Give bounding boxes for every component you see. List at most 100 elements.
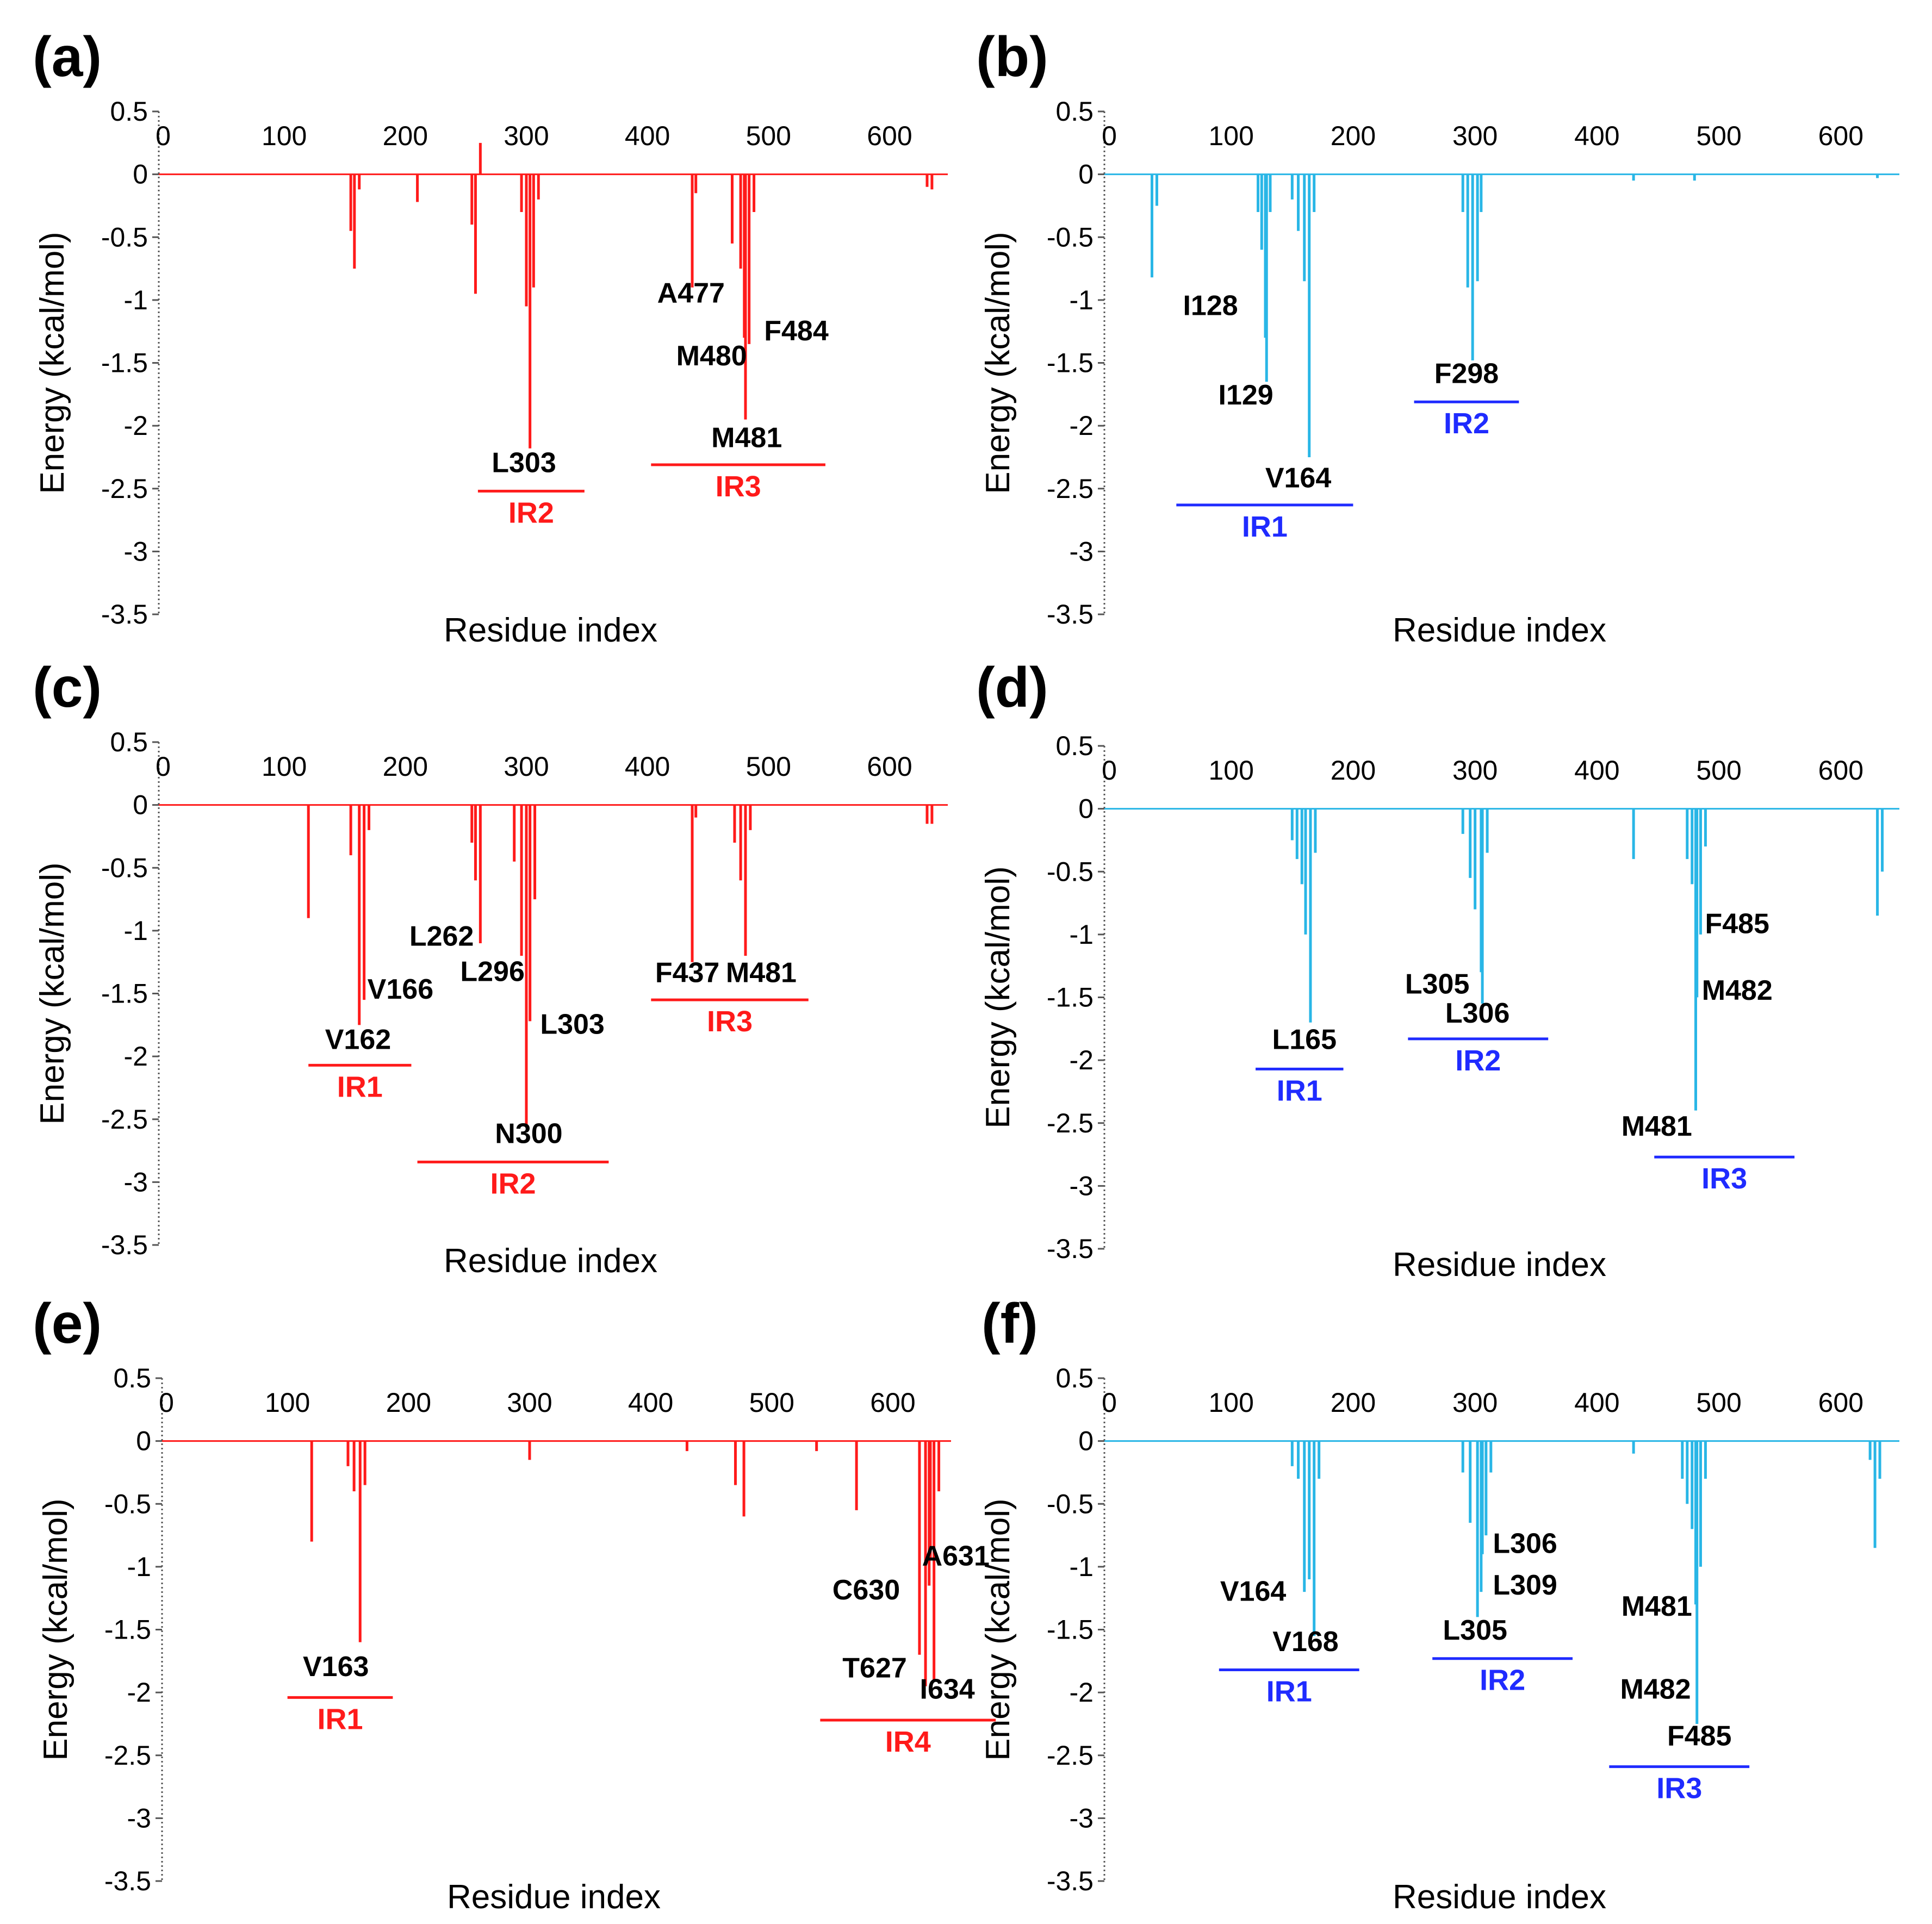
y-tick-label: 0 [1078, 1426, 1094, 1456]
y-tick-label: -1.5 [101, 348, 148, 378]
region-label: IR1 [317, 1703, 363, 1735]
y-tick-label: -3 [124, 536, 148, 566]
y-tick-label: -3.5 [104, 1866, 151, 1896]
x-tick-label: 500 [1696, 121, 1741, 151]
x-tick-label: 600 [1818, 755, 1863, 786]
residue-label: I129 [1219, 379, 1273, 411]
y-tick-label: -1 [1070, 1552, 1094, 1582]
x-tick-label: 600 [1818, 1387, 1863, 1418]
x-tick-label: 500 [749, 1387, 794, 1418]
region-label: IR1 [337, 1070, 383, 1103]
y-tick-label: 0.5 [1055, 731, 1094, 761]
residue-label: A477 [657, 278, 725, 309]
y-tick-label: -2 [124, 1041, 148, 1072]
panel-label: (e) [33, 1292, 102, 1355]
residue-label: A631 [922, 1541, 990, 1572]
x-axis-title: Residue index [444, 1242, 657, 1280]
chart-panel-3: (c) 0.5 0 -0.5 -1 -1.5 -2 -2.5 -3 -3.5 0 100 200 300 4… [33, 656, 948, 1280]
y-tick-label: -3 [1070, 1170, 1094, 1201]
x-tick-label: 200 [1331, 121, 1376, 151]
y-tick-label: -1 [1070, 919, 1094, 950]
y-tick-label: -2.5 [1047, 474, 1094, 504]
y-tick-label: -1 [124, 916, 148, 946]
x-tick-label: 300 [1452, 121, 1498, 151]
x-tick-label: 400 [625, 751, 670, 782]
x-tick-label: 200 [386, 1387, 431, 1418]
panel-label: (c) [33, 656, 102, 719]
y-tick-label: -2 [127, 1677, 151, 1708]
chart-panel-4: (d)0.5 0 -0.5 -1 -1.5 -2 -2.5 -3 -3.5 0 100 200 300 4… [976, 656, 1899, 1284]
x-tick-label: 600 [1818, 121, 1863, 151]
x-tick-label: 500 [1696, 1387, 1741, 1418]
y-tick-label: 0 [1078, 794, 1094, 824]
y-tick-label: 0.5 [1055, 96, 1094, 127]
x-tick-label: 100 [265, 1387, 310, 1418]
y-tick-label: -1.5 [104, 1615, 151, 1645]
y-tick-label: -3.5 [101, 599, 148, 630]
y-tick-label: -0.5 [101, 222, 148, 252]
residue-label: F298 [1434, 358, 1499, 390]
panel-label: (f) [981, 1292, 1038, 1355]
x-tick-label: 300 [507, 1387, 552, 1418]
region-label: IR3 [1656, 1772, 1702, 1805]
residue-label: L165 [1272, 1024, 1337, 1055]
y-tick-label: 0.5 [110, 96, 148, 127]
region-label: IR2 [1455, 1044, 1501, 1077]
y-tick-label: -2 [124, 410, 148, 441]
residue-label: F485 [1667, 1720, 1732, 1752]
residue-label: L303 [540, 1009, 605, 1041]
panel-label: (a) [33, 26, 102, 89]
y-tick-label: -2.5 [101, 474, 148, 504]
x-axis-title: Residue index [1393, 612, 1606, 649]
residue-label: V164 [1220, 1576, 1287, 1607]
x-tick-label: 100 [1209, 121, 1254, 151]
y-tick-label: 0 [133, 790, 148, 820]
residue-label: C630 [833, 1574, 900, 1606]
y-tick-label: -0.5 [101, 852, 148, 883]
y-tick-label: -3.5 [101, 1230, 148, 1260]
y-tick-label: -2.5 [104, 1740, 151, 1771]
residue-label: M481 [1622, 1591, 1692, 1622]
residue-label: L262 [409, 921, 474, 952]
residue-label: M482 [1620, 1674, 1691, 1705]
region-label: IR1 [1277, 1074, 1322, 1107]
chart-panel-6: (f) 0.5 0 -0.5 -1 -1.5 -2 -2.5 -3 -3.5 0 100 200 300 4… [979, 1292, 1899, 1916]
region-label: IR3 [716, 470, 761, 503]
region-label: IR2 [1480, 1664, 1525, 1697]
residue-label: V162 [325, 1024, 391, 1055]
residue-label: L306 [1493, 1528, 1557, 1559]
x-tick-label: 400 [1574, 1387, 1619, 1418]
region-label: IR1 [1266, 1676, 1312, 1708]
residue-label: L305 [1443, 1615, 1507, 1646]
x-tick-label: 600 [867, 121, 912, 151]
y-tick-label: -3.5 [1047, 1866, 1094, 1896]
x-tick-label: 500 [1696, 755, 1741, 786]
x-tick-label: 0 [156, 751, 171, 782]
y-tick-label: 0 [136, 1426, 151, 1456]
x-tick-label: 100 [262, 751, 307, 782]
chart-panel-2: (b)0.5 0 -0.5 -1 -1.5 -2 -2.5 -3 -3.5 0 100 200 300 4… [976, 26, 1899, 649]
y-tick-label: -1.5 [1047, 348, 1094, 378]
x-tick-label: 0 [1102, 755, 1117, 786]
y-axis-title: Energy (kcal/mol) [34, 232, 71, 494]
y-tick-label: -1 [124, 285, 148, 315]
x-tick-label: 500 [746, 121, 791, 151]
residue-label: L303 [492, 447, 556, 479]
residue-label: M481 [726, 957, 797, 989]
x-tick-label: 100 [1209, 755, 1254, 786]
x-tick-label: 600 [870, 1387, 915, 1418]
x-tick-label: 200 [383, 121, 428, 151]
x-axis-title: Residue index [447, 1878, 661, 1916]
x-tick-label: 100 [262, 121, 307, 151]
residue-label: L306 [1445, 998, 1510, 1029]
residue-label: V164 [1265, 462, 1332, 494]
chart-panel-1: (a) 0.5 0 -0.5 -1 -1.5 -2 -2.5 -3 -3.5 0 100 200 300 4… [33, 26, 948, 649]
y-tick-label: -2.5 [101, 1104, 148, 1135]
x-tick-label: 300 [1452, 755, 1498, 786]
y-tick-label: -1.5 [1047, 1615, 1094, 1645]
y-axis-title: Energy (kcal/mol) [979, 232, 1017, 494]
y-tick-label: -1 [127, 1552, 151, 1582]
x-tick-label: 400 [1574, 755, 1619, 786]
y-tick-label: -0.5 [1047, 1489, 1094, 1519]
